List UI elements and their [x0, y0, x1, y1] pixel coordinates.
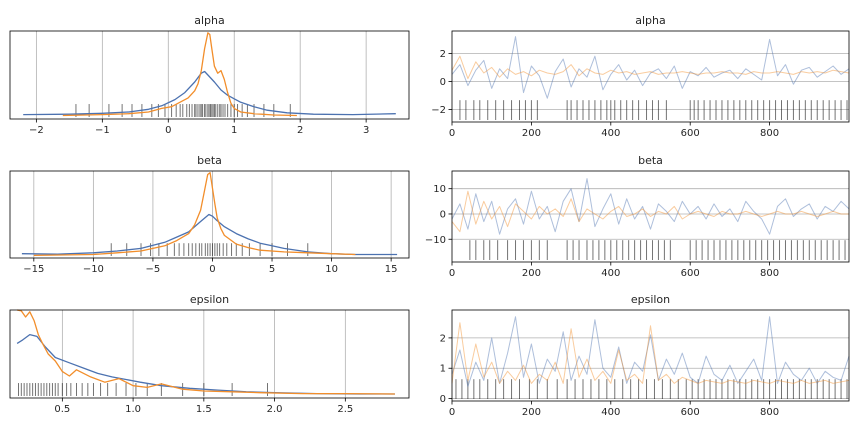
x-tick-label: −1 [95, 125, 110, 136]
axes-frame [451, 170, 850, 263]
panel-title: alpha [635, 14, 666, 27]
x-tick-label: 200 [522, 268, 541, 279]
panel-density-epsilon: epsilon 0.5 1.0 1.5 2.0 2.5 [9, 293, 410, 415]
panel-title: epsilon [190, 293, 229, 306]
axes-frame [9, 309, 410, 399]
x-tick-label: 1 [231, 125, 237, 136]
x-tick-label: 200 [522, 407, 541, 418]
panel-trace-epsilon: epsilon 0 200 400 600 800 0 1 2 [440, 293, 850, 418]
x-tick-label: 0.5 [54, 404, 70, 415]
x-tick-label: 0 [449, 268, 455, 279]
y-tick-label: 0 [440, 209, 446, 220]
x-tick-label: 15 [385, 264, 398, 275]
panel-title: beta [197, 154, 222, 167]
series-line-1 [451, 36, 850, 99]
series-line-1 [451, 178, 850, 235]
series-line-2 [451, 55, 850, 80]
x-tick-label: −10 [83, 264, 104, 275]
x-tick-label: 0 [449, 407, 455, 418]
x-tick-label: 1.5 [196, 404, 212, 415]
x-tick-label: −5 [146, 264, 161, 275]
series-line-1 [16, 333, 395, 395]
panel-title: alpha [194, 14, 225, 27]
y-tick-label: −10 [425, 235, 446, 246]
x-tick-label: 400 [601, 268, 620, 279]
x-tick-label: 600 [681, 268, 700, 279]
y-tick-label: 0 [440, 77, 446, 88]
x-tick-label: 3 [363, 125, 369, 136]
axes-frame [9, 170, 410, 259]
panel-density-beta: beta −15 −10 −5 0 5 10 15 [9, 154, 410, 275]
series-line-2 [33, 172, 356, 257]
y-tick-label: −2 [431, 105, 446, 116]
axes-frame [9, 30, 410, 120]
x-tick-label: 1.0 [125, 404, 141, 415]
x-tick-label: −15 [23, 264, 44, 275]
panel-title: beta [638, 154, 663, 167]
x-tick-label: 10 [325, 264, 338, 275]
series-line-2 [451, 322, 850, 384]
x-tick-label: 800 [760, 407, 779, 418]
x-tick-label: 5 [269, 264, 275, 275]
y-tick-label: 1 [440, 364, 446, 375]
panel-trace-alpha: alpha 0 200 400 600 800 −2 0 2 [431, 14, 850, 139]
y-tick-label: 10 [433, 184, 446, 195]
x-tick-label: 0 [165, 125, 171, 136]
x-tick-label: 2.5 [337, 404, 353, 415]
series-line-2 [451, 190, 849, 233]
x-tick-label: 0 [209, 264, 215, 275]
x-tick-label: 400 [601, 128, 620, 139]
series-line-2 [62, 32, 297, 117]
x-tick-label: −2 [29, 125, 44, 136]
x-tick-label: 600 [681, 407, 700, 418]
axes-frame [451, 309, 850, 402]
x-tick-label: 0 [449, 128, 455, 139]
panel-title: epsilon [631, 293, 670, 306]
series-line-1 [21, 213, 398, 256]
x-tick-label: 600 [681, 128, 700, 139]
x-tick-label: 800 [760, 128, 779, 139]
series-line-2 [16, 309, 395, 395]
y-tick-label: 0 [440, 394, 446, 405]
panel-density-alpha: alpha −2 −1 0 1 2 3 [9, 14, 410, 136]
x-tick-label: 2 [297, 125, 303, 136]
axes-frame [451, 30, 850, 123]
x-tick-label: 400 [601, 407, 620, 418]
series-line-1 [451, 316, 850, 387]
y-tick-label: 2 [440, 49, 446, 60]
panel-trace-beta: beta 0 200 400 600 800 −10 0 10 [425, 154, 850, 279]
series-line-1 [23, 70, 396, 116]
x-tick-label: 2.0 [267, 404, 283, 415]
y-tick-label: 2 [440, 333, 446, 344]
x-tick-label: 200 [522, 128, 541, 139]
x-tick-label: 800 [760, 268, 779, 279]
